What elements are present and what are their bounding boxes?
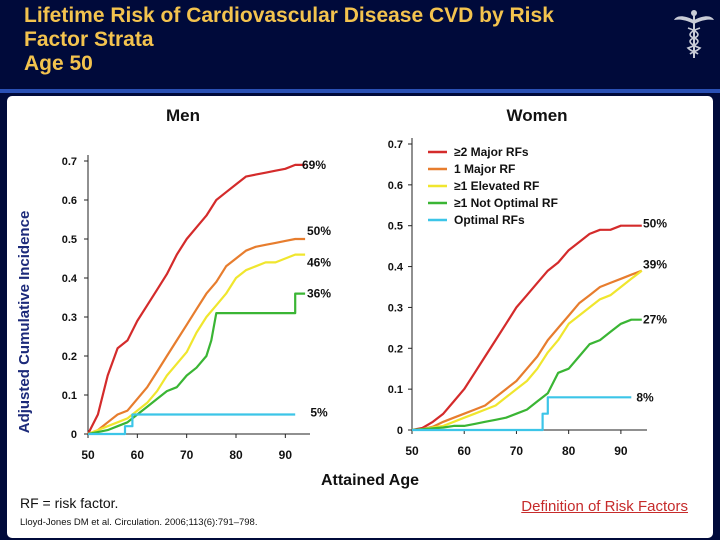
series-line <box>411 224 642 432</box>
y-tick-label: 0.4 <box>388 262 404 274</box>
series-line <box>411 318 642 432</box>
chart-men: Men 0 0.1 0.2 0.3 0.4 0.5 0.6 0.7 50 60 70 80 90 69% 50… <box>62 106 332 462</box>
series-line <box>411 269 643 432</box>
title-line-1: Lifetime Risk of Cardiovascular Disease … <box>24 4 554 27</box>
x-tick-label: 70 <box>510 444 524 458</box>
x-tick-label: 60 <box>458 444 472 458</box>
series-end-label: 8% <box>636 390 654 404</box>
series-end-label: 27% <box>643 313 667 327</box>
series-line <box>87 163 306 435</box>
y-tick-label: 0.2 <box>388 343 403 355</box>
y-tick-label: 0 <box>397 425 403 437</box>
chart-panel: Adjusted Cumulative Incidence Attained A… <box>7 96 713 538</box>
y-tick-label: 0.3 <box>388 302 403 314</box>
legend-label: ≥1 Elevated RF <box>454 179 539 193</box>
series-end-label: 46% <box>307 256 331 270</box>
legend-label: 1 Major RF <box>454 162 515 176</box>
x-tick-label: 50 <box>405 444 419 458</box>
chart-title: Women <box>506 106 567 125</box>
y-tick-label: 0.6 <box>62 195 77 207</box>
series-end-label: 50% <box>307 224 331 238</box>
y-tick-label: 0.6 <box>388 180 403 192</box>
y-tick-label: 0.3 <box>62 312 77 324</box>
y-tick-label: 0.7 <box>62 156 77 168</box>
y-tick-label: 0.2 <box>62 351 77 363</box>
series-line <box>88 413 296 436</box>
title-line-3: Age 50 <box>24 52 93 75</box>
risk-factor-definitions-link[interactable]: Definition of Risk Factors <box>521 498 688 515</box>
series-line <box>412 396 632 432</box>
title-divider <box>0 89 720 93</box>
x-axis-label: Attained Age <box>321 472 419 489</box>
y-axis-label: Adjusted Cumulative Incidence <box>16 211 33 434</box>
legend-label: Optimal RFs <box>454 213 525 227</box>
series-end-label: 50% <box>643 217 667 231</box>
series-end-label: 69% <box>302 158 326 172</box>
legend-label: ≥1 Not Optimal RF <box>454 196 558 210</box>
y-tick-label: 0.1 <box>62 390 77 402</box>
y-tick-label: 0.4 <box>62 273 78 285</box>
citation: Lloyd-Jones DM et al. Circulation. 2006;… <box>20 517 258 528</box>
x-tick-label: 70 <box>180 448 194 462</box>
series-line <box>411 269 643 432</box>
legend-label: ≥2 Major RFs <box>454 145 529 159</box>
y-tick-label: 0.7 <box>388 139 403 151</box>
series-line <box>87 237 306 436</box>
y-tick-label: 0 <box>71 429 77 441</box>
x-tick-label: 90 <box>279 448 293 462</box>
series-line <box>87 253 306 436</box>
footnote-rf: RF = risk factor. <box>20 495 119 511</box>
y-tick-label: 0.5 <box>62 234 77 246</box>
chart-women: Women 0 0.1 0.2 0.3 0.4 0.5 0.6 0.7 50 60 70 80 90 50%… <box>388 106 668 458</box>
y-tick-label: 0.1 <box>388 384 403 396</box>
series-end-label: 39% <box>643 258 667 272</box>
x-tick-label: 90 <box>614 444 628 458</box>
caduceus-icon <box>674 10 714 58</box>
title-line-2: Factor Strata <box>24 28 154 51</box>
x-tick-label: 50 <box>81 448 95 462</box>
cvd-risk-chart: Adjusted Cumulative Incidence Attained A… <box>16 106 668 489</box>
chart-title: Men <box>166 106 200 125</box>
x-tick-label: 60 <box>131 448 145 462</box>
slide-title: Lifetime Risk of Cardiovascular Disease … <box>24 4 664 76</box>
y-tick-label: 0.5 <box>388 221 403 233</box>
series-line <box>87 292 306 436</box>
series-end-label: 5% <box>310 406 328 420</box>
legend: ≥2 Major RFs 1 Major RF ≥1 Elevated RF ≥1 N… <box>428 145 558 227</box>
x-tick-label: 80 <box>229 448 243 462</box>
series-end-label: 36% <box>307 287 331 301</box>
x-tick-label: 80 <box>562 444 576 458</box>
